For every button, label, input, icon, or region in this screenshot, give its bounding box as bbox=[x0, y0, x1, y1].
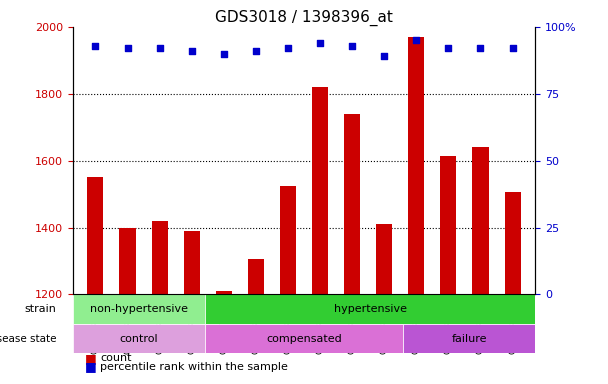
Point bbox=[219, 51, 229, 57]
Text: control: control bbox=[120, 334, 158, 344]
Text: ■: ■ bbox=[85, 360, 97, 373]
Bar bbox=[312, 87, 328, 384]
FancyBboxPatch shape bbox=[73, 324, 205, 353]
Bar bbox=[472, 147, 488, 384]
Text: failure: failure bbox=[451, 334, 487, 344]
Point bbox=[283, 45, 293, 51]
Point bbox=[251, 48, 261, 54]
FancyBboxPatch shape bbox=[205, 324, 403, 353]
Bar bbox=[505, 192, 520, 384]
Point bbox=[123, 45, 133, 51]
Text: count: count bbox=[100, 353, 132, 363]
Bar bbox=[344, 114, 360, 384]
Point bbox=[508, 45, 517, 51]
Text: disease state: disease state bbox=[0, 334, 57, 344]
Text: compensated: compensated bbox=[266, 334, 342, 344]
Bar bbox=[88, 177, 103, 384]
FancyBboxPatch shape bbox=[205, 295, 535, 324]
Text: ■: ■ bbox=[85, 352, 97, 365]
Point bbox=[91, 43, 100, 49]
Point bbox=[347, 43, 357, 49]
Point bbox=[187, 48, 196, 54]
Bar bbox=[184, 231, 199, 384]
Bar bbox=[248, 259, 264, 384]
Bar bbox=[120, 228, 136, 384]
Point bbox=[443, 45, 453, 51]
Text: percentile rank within the sample: percentile rank within the sample bbox=[100, 362, 288, 372]
Bar bbox=[376, 224, 392, 384]
Bar bbox=[151, 221, 168, 384]
Point bbox=[475, 45, 485, 51]
Text: hypertensive: hypertensive bbox=[334, 304, 407, 314]
Bar bbox=[409, 37, 424, 384]
Point bbox=[412, 37, 421, 43]
Point bbox=[379, 53, 389, 60]
FancyBboxPatch shape bbox=[73, 295, 205, 324]
Title: GDS3018 / 1398396_at: GDS3018 / 1398396_at bbox=[215, 9, 393, 25]
Text: non-hypertensive: non-hypertensive bbox=[90, 304, 188, 314]
Text: strain: strain bbox=[24, 304, 57, 314]
Point bbox=[154, 45, 164, 51]
FancyBboxPatch shape bbox=[403, 324, 535, 353]
Bar bbox=[280, 186, 296, 384]
Point bbox=[315, 40, 325, 46]
Bar bbox=[440, 156, 457, 384]
Bar bbox=[216, 291, 232, 384]
